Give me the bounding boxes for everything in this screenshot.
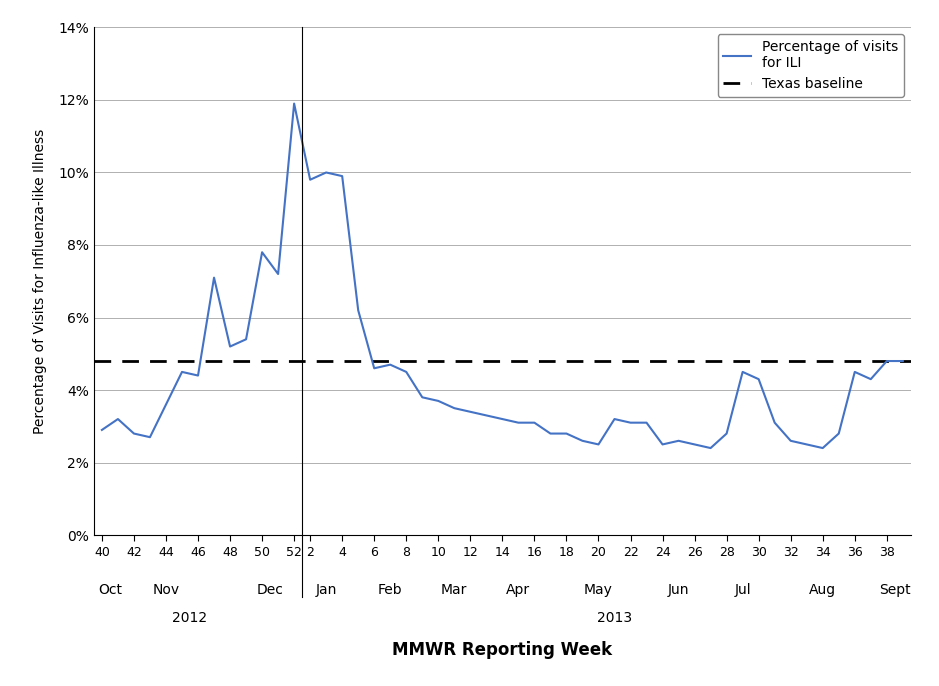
Text: Oct: Oct <box>98 583 122 597</box>
Text: Feb: Feb <box>377 583 403 597</box>
Text: 2012: 2012 <box>173 611 208 624</box>
Text: Aug: Aug <box>809 583 837 597</box>
Text: Sept: Sept <box>879 583 911 597</box>
Text: Jun: Jun <box>668 583 689 597</box>
Text: MMWR Reporting Week: MMWR Reporting Week <box>393 641 612 659</box>
Text: May: May <box>584 583 613 597</box>
Text: Dec: Dec <box>256 583 284 597</box>
Text: Nov: Nov <box>152 583 179 597</box>
Text: Jan: Jan <box>316 583 337 597</box>
Text: Apr: Apr <box>506 583 531 597</box>
Legend: Percentage of visits
for ILI, Texas baseline: Percentage of visits for ILI, Texas base… <box>717 34 904 97</box>
Text: 2013: 2013 <box>597 611 632 624</box>
Text: Mar: Mar <box>441 583 468 597</box>
Y-axis label: Percentage of Visits for Influenza-like Illness: Percentage of Visits for Influenza-like … <box>33 129 47 434</box>
Text: Jul: Jul <box>734 583 751 597</box>
